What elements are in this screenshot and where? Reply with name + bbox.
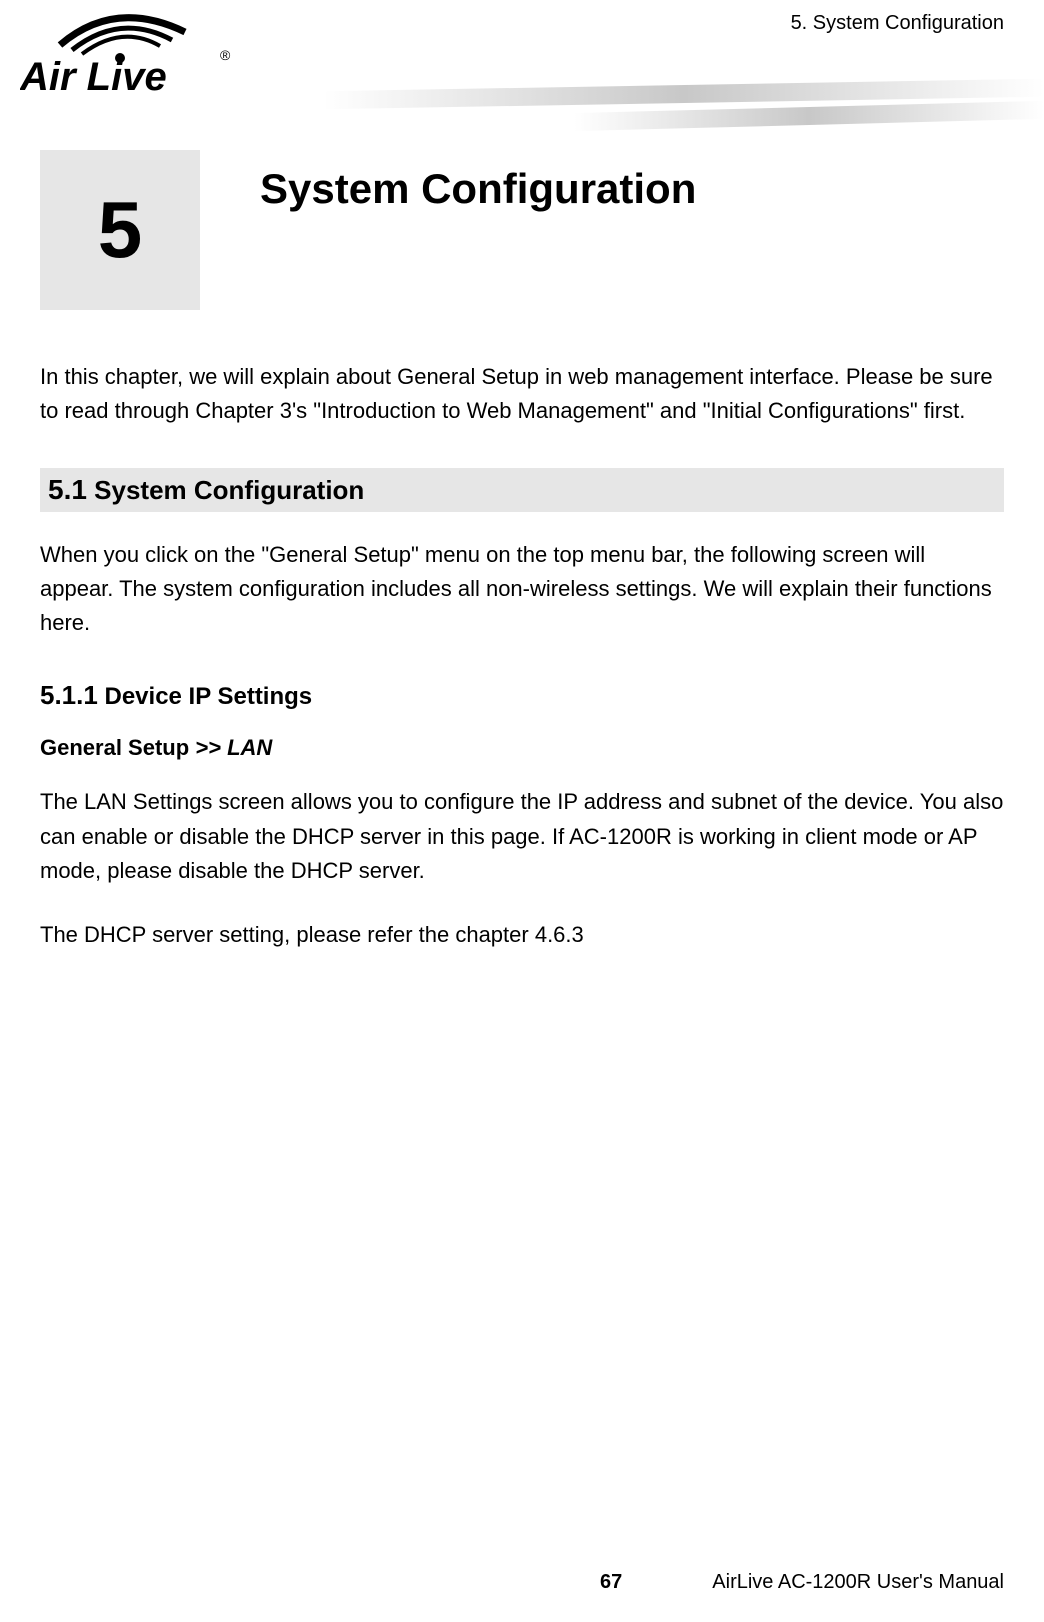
subsection-title: Device IP Settings <box>105 683 313 710</box>
subsection-number: 5.1.1 <box>40 680 98 710</box>
chapter-title: System Configuration <box>260 165 696 213</box>
breadcrumb-prefix: General Setup <box>40 735 195 760</box>
section-5-1-1-para2: The DHCP server setting, please refer th… <box>40 918 1004 952</box>
airlive-logo: Air Live ® <box>20 10 260 100</box>
chapter-number-box: 5 <box>40 150 200 310</box>
section-5-1-1-header: 5.1.1 Device IP Settings <box>40 680 1004 711</box>
section-title: System Configuration <box>94 475 364 505</box>
section-5-1-1-para1: The LAN Settings screen allows you to co… <box>40 785 1004 887</box>
manual-title: AirLive AC-1200R User's Manual <box>712 1571 1004 1594</box>
section-5-1-header: 5.1 System Configuration <box>40 468 1004 512</box>
page-footer: 67 AirLive AC-1200R User's Manual <box>0 1571 1044 1594</box>
chapter-header: 5 System Configuration <box>40 150 1004 310</box>
page-header: Air Live ® 5. System Configuration <box>0 0 1044 140</box>
page-content: 5 System Configuration In this chapter, … <box>0 150 1044 952</box>
breadcrumb-suffix: >> LAN <box>195 735 272 760</box>
section-5-1-text: When you click on the "General Setup" me… <box>40 538 1004 640</box>
svg-text:®: ® <box>220 47 231 63</box>
svg-text:Air Live: Air Live <box>20 55 167 99</box>
section-number: 5.1 <box>48 474 87 505</box>
chapter-intro-text: In this chapter, we will explain about G… <box>40 360 1004 428</box>
running-header: 5. System Configuration <box>791 12 1004 35</box>
page-number: 67 <box>600 1571 622 1594</box>
header-decorative-bars <box>324 85 1044 135</box>
breadcrumb-path: General Setup >> LAN <box>40 735 1004 761</box>
